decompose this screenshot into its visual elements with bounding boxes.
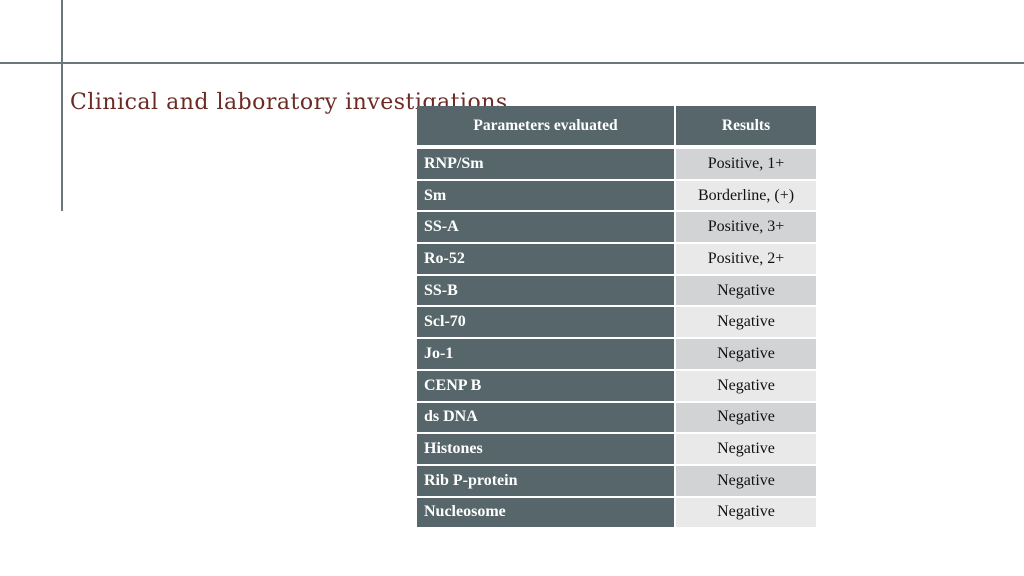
decorative-vertical-line — [61, 0, 63, 211]
result-cell: Negative — [676, 275, 816, 306]
result-cell: Negative — [676, 307, 816, 338]
parameter-cell: CENP B — [417, 370, 674, 401]
table-row: Ro-52 Positive, 2+ — [417, 244, 816, 274]
results-table: Parameters evaluated Results RNP/Sm Posit… — [415, 104, 818, 529]
result-cell: Positive, 1+ — [676, 149, 816, 179]
decorative-horizontal-line — [0, 62, 1024, 64]
parameter-cell: Rib P-protein — [417, 465, 674, 496]
parameter-cell: Sm — [417, 180, 674, 211]
parameter-cell: ds DNA — [417, 402, 674, 433]
table-row: ds DNA Negative — [417, 402, 816, 433]
header-results: Results — [676, 106, 816, 145]
table-row: Sm Borderline, (+) — [417, 180, 816, 211]
table-header-row: Parameters evaluated Results — [417, 106, 816, 145]
parameter-cell: Nucleosome — [417, 497, 674, 528]
parameter-cell: RNP/Sm — [417, 149, 674, 179]
result-cell: Negative — [676, 339, 816, 369]
table-row: Nucleosome Negative — [417, 497, 816, 528]
parameter-cell: Scl-70 — [417, 307, 674, 338]
table-row: Rib P-protein Negative — [417, 465, 816, 496]
result-cell: Borderline, (+) — [676, 180, 816, 211]
parameter-cell: SS-B — [417, 275, 674, 306]
table-row: SS-B Negative — [417, 275, 816, 306]
result-cell: Negative — [676, 465, 816, 496]
result-cell: Negative — [676, 497, 816, 528]
table-row: SS-A Positive, 3+ — [417, 212, 816, 243]
header-parameters: Parameters evaluated — [417, 106, 674, 145]
result-cell: Positive, 2+ — [676, 244, 816, 274]
table-row: Histones Negative — [417, 434, 816, 464]
parameter-cell: Jo-1 — [417, 339, 674, 369]
parameter-cell: SS-A — [417, 212, 674, 243]
result-cell: Negative — [676, 434, 816, 464]
table-row: Jo-1 Negative — [417, 339, 816, 369]
parameter-cell: Histones — [417, 434, 674, 464]
result-cell: Positive, 3+ — [676, 212, 816, 243]
table-row: Scl-70 Negative — [417, 307, 816, 338]
result-cell: Negative — [676, 402, 816, 433]
table-row: RNP/Sm Positive, 1+ — [417, 149, 816, 179]
result-cell: Negative — [676, 370, 816, 401]
table-row: CENP B Negative — [417, 370, 816, 401]
parameter-cell: Ro-52 — [417, 244, 674, 274]
